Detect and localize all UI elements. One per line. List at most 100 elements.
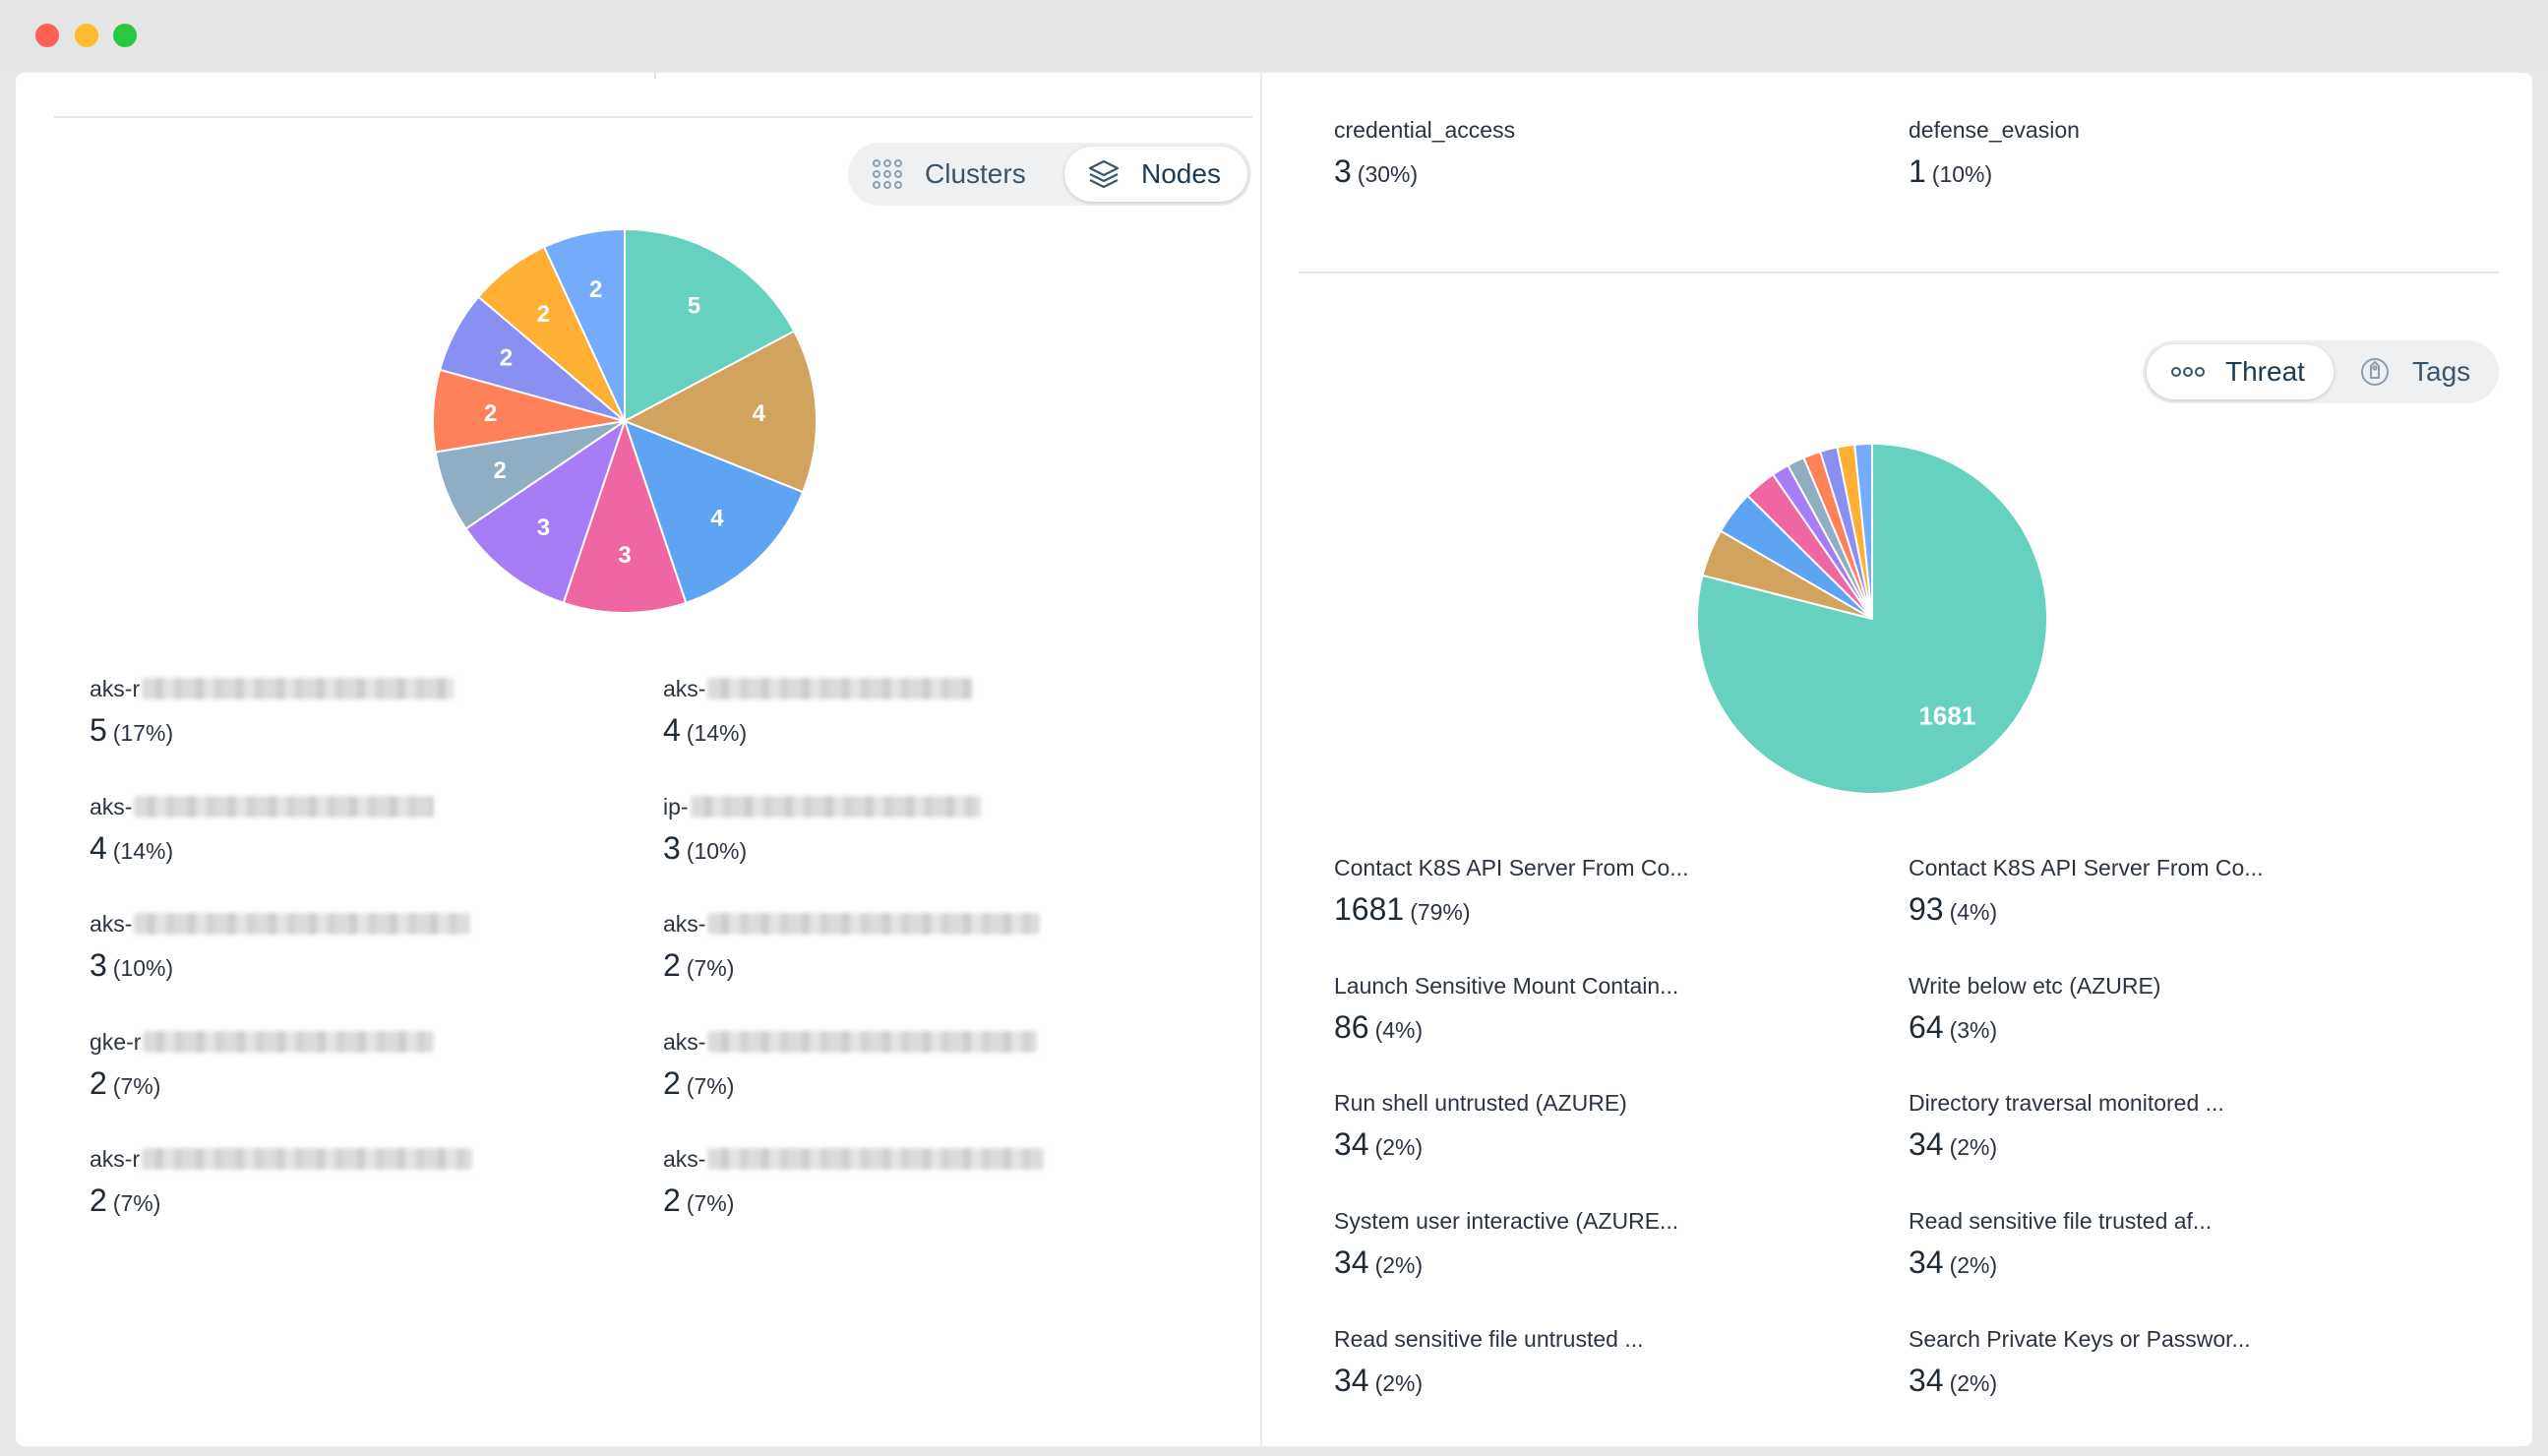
pie-slice[interactable] [1853, 442, 1873, 620]
tags-toggle-button[interactable]: Tags [2357, 344, 2495, 399]
legend-item-name: Launch Sensitive Mount Contain... [1334, 972, 1678, 1000]
legend-item-name: Read sensitive file trusted af... [1909, 1207, 2212, 1235]
legend-item-value-row: 34 (2%) [1909, 1363, 2251, 1399]
legend-item[interactable]: credential_access 3 (30%) [1334, 116, 1515, 190]
threat-label: Threat [2225, 356, 2305, 387]
legend-item[interactable]: Run shell untrusted (AZURE) 34 (2%) [1334, 1089, 1627, 1163]
legend-item-percent: (79%) [1410, 899, 1471, 925]
nodes-toggle-button[interactable]: Nodes [1064, 147, 1247, 202]
legend-item-percent: (7%) [686, 955, 735, 981]
pie-slice[interactable] [623, 419, 805, 605]
legend-item-percent: (4%) [1374, 1017, 1424, 1043]
legend-item-label: credential_access [1334, 116, 1516, 143]
legend-item[interactable]: aks-r 5 (17%) [90, 675, 455, 749]
legend-item-name: aks- [663, 1145, 1045, 1173]
pie-slice-label: 2 [494, 457, 507, 484]
legend-item[interactable]: aks- 4 (14%) [90, 793, 435, 867]
clusters-label: Clusters [925, 158, 1026, 189]
legend-item[interactable]: Write below etc (AZURE) 64 (3%) [1909, 972, 2160, 1046]
pie-slice-label: 2 [484, 400, 497, 427]
clusters-nodes-toggle: Clusters Nodes [848, 143, 1251, 206]
legend-item-count: 1 [1909, 153, 1926, 189]
panel-divider [1260, 73, 1262, 1446]
legend-item-value-row: 34 (2%) [1334, 1126, 1627, 1163]
legend-item-count: 3 [663, 830, 681, 866]
pie-slice[interactable] [542, 227, 626, 422]
legend-item-count: 2 [663, 1065, 681, 1101]
three-circles-icon [2170, 354, 2206, 390]
legend-item[interactable]: ip- 3 (10%) [663, 793, 981, 867]
legend-item[interactable]: aks- 2 (7%) [663, 910, 1041, 984]
legend-item-label: aks-r [90, 675, 141, 701]
redacted-name-blur [707, 1148, 1045, 1170]
pie-slice[interactable] [1696, 442, 2048, 795]
legend-item[interactable]: aks- 2 (7%) [663, 1145, 1045, 1219]
legend-item-percent: (14%) [112, 838, 174, 864]
legend-item-value-row: 4 (14%) [663, 712, 973, 749]
legend-item[interactable]: aks- 4 (14%) [663, 675, 974, 749]
legend-item[interactable]: System user interactive (AZURE... 34 (2%) [1334, 1207, 1678, 1281]
maximize-window-button[interactable] [113, 24, 137, 47]
legend-item-percent: (2%) [1374, 1370, 1424, 1396]
legend-item[interactable]: aks- 3 (10%) [90, 910, 471, 984]
legend-item-percent: (2%) [1374, 1252, 1424, 1278]
legend-item-name: aks- [90, 793, 435, 820]
legend-item-value-row: 2 (7%) [663, 1183, 1044, 1219]
legend-item[interactable]: Launch Sensitive Mount Contain... 86 (4%) [1334, 972, 1678, 1046]
clusters-toggle-button[interactable]: Clusters [870, 147, 1106, 202]
redacted-name-blur [142, 1148, 473, 1170]
threat-pie-chart: 1681 [1696, 442, 2048, 795]
legend-item-label: aks- [663, 1028, 706, 1055]
close-window-button[interactable] [35, 24, 59, 47]
legend-item-label: Read sensitive file trusted af... [1909, 1207, 2213, 1234]
redacted-name-blur [134, 913, 471, 935]
pie-slice[interactable] [464, 418, 627, 605]
redacted-name-blur [143, 1031, 435, 1053]
threat-toggle-button[interactable]: Threat [2147, 344, 2334, 399]
legend-item-percent: (2%) [1949, 1252, 1998, 1278]
minimize-window-button[interactable] [75, 24, 98, 47]
legend-item-label: Contact K8S API Server From Co... [1909, 854, 2264, 880]
left-top-divider [54, 116, 1252, 118]
legend-item[interactable]: Contact K8S API Server From Co... 93 (4%) [1909, 854, 2263, 928]
pie-slice[interactable] [622, 330, 818, 494]
legend-item-count: 2 [90, 1065, 107, 1101]
legend-item[interactable]: gke-r 2 (7%) [90, 1028, 435, 1102]
legend-item-value-row: 4 (14%) [90, 830, 434, 867]
redacted-name-blur [142, 678, 455, 699]
legend-item-percent: (10%) [1931, 161, 1993, 187]
legend-item[interactable]: defense_evasion 1 (10%) [1909, 116, 2080, 190]
pie-slice-label: 1681 [1918, 700, 1975, 730]
pie-slice[interactable] [562, 417, 688, 614]
window-titlebar [0, 0, 2548, 67]
legend-item-percent: (4%) [1949, 899, 1998, 925]
legend-item-label: Write below etc (AZURE) [1909, 972, 2161, 999]
legend-item[interactable]: aks- 2 (7%) [663, 1028, 1038, 1102]
legend-item[interactable]: aks-r 2 (7%) [90, 1145, 473, 1219]
pie-slice-label: 4 [753, 400, 766, 427]
legend-item-name: gke-r [90, 1028, 435, 1056]
legend-item-percent: (17%) [112, 720, 174, 746]
legend-item-name: credential_access [1334, 116, 1515, 144]
legend-item-value-row: 64 (3%) [1909, 1009, 2160, 1046]
legend-item-percent: (7%) [112, 1073, 161, 1099]
legend-item-percent: (30%) [1357, 161, 1419, 187]
legend-item-percent: (10%) [686, 838, 748, 864]
pie-slice-label: 2 [500, 345, 513, 372]
legend-item-count: 86 [1334, 1009, 1369, 1045]
legend-item-name: ip- [663, 793, 981, 820]
right-section-divider [1299, 272, 2499, 273]
legend-item[interactable]: Read sensitive file trusted af... 34 (2%) [1909, 1207, 2212, 1281]
legend-item-count: 2 [90, 1183, 107, 1218]
legend-item[interactable]: Directory traversal monitored ... 34 (2%) [1909, 1089, 2224, 1163]
legend-item[interactable]: Search Private Keys or Passwor... 34 (2%) [1909, 1325, 2251, 1399]
legend-item-name: Write below etc (AZURE) [1909, 972, 2160, 1000]
legend-item-count: 34 [1909, 1244, 1944, 1280]
legend-item-name: aks- [90, 910, 471, 938]
legend-item[interactable]: Contact K8S API Server From Co... 1681 (79… [1334, 854, 1688, 928]
legend-item-label: ip- [663, 793, 689, 819]
legend-item-percent: (14%) [686, 720, 748, 746]
pie-slice[interactable] [624, 227, 796, 423]
legend-item[interactable]: Read sensitive file untrusted ... 34 (2%) [1334, 1325, 1644, 1399]
